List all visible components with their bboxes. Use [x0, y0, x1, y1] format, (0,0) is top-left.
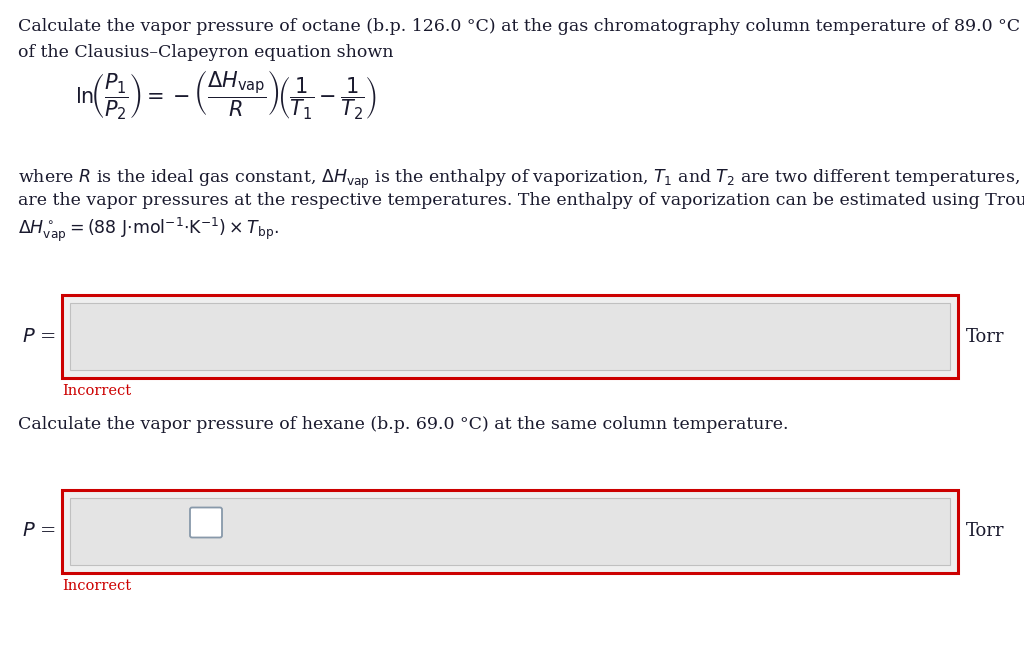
Bar: [62, 295, 958, 378]
Text: Calculate the vapor pressure of hexane (b.p. 69.0 °C) at the same column tempera: Calculate the vapor pressure of hexane (…: [18, 416, 788, 433]
Text: Incorrect: Incorrect: [62, 579, 131, 593]
Text: $P$ =: $P$ =: [22, 327, 56, 345]
Text: Torr: Torr: [966, 522, 1005, 540]
Bar: [62, 490, 958, 573]
Text: $\Delta H^\circ_\mathrm{vap} = (88\ \mathrm{J{\cdot}mol^{-1}{\cdot}K^{-1}}) \tim: $\Delta H^\circ_\mathrm{vap} = (88\ \mat…: [18, 216, 280, 244]
Bar: [70, 498, 950, 565]
Text: Calculate the vapor pressure of octane (b.p. 126.0 °C) at the gas chromatography: Calculate the vapor pressure of octane (…: [18, 18, 1024, 35]
Text: Torr: Torr: [966, 327, 1005, 345]
Text: $\mathrm{ln}\!\left(\dfrac{P_1}{P_2}\right) = -\left(\dfrac{\Delta H_\mathrm{vap: $\mathrm{ln}\!\left(\dfrac{P_1}{P_2}\rig…: [75, 68, 377, 122]
Text: $P$ =: $P$ =: [22, 522, 56, 540]
Text: $7.579\ \ {\times}10^2$: $7.579\ \ {\times}10^2$: [78, 326, 191, 347]
Bar: [70, 303, 950, 370]
Text: where $R$ is the ideal gas constant, $\Delta H_\mathrm{vap}$ is the enthalpy of : where $R$ is the ideal gas constant, $\D…: [18, 168, 1024, 191]
Text: of the Clausius–Clapeyron equation shown: of the Clausius–Clapeyron equation shown: [18, 44, 393, 61]
FancyBboxPatch shape: [190, 507, 222, 537]
Text: Incorrect: Incorrect: [62, 384, 131, 398]
Text: $7.587\ \ {\times}10^2$: $7.587\ \ {\times}10^2$: [78, 521, 193, 542]
Text: are the vapor pressures at the respective temperatures. The enthalpy of vaporiza: are the vapor pressures at the respectiv…: [18, 192, 1024, 209]
